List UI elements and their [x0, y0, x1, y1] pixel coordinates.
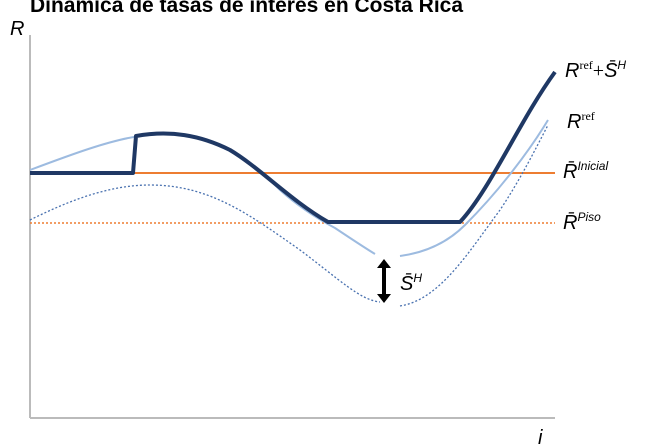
ref-curve-dotted: [399, 124, 549, 307]
title: Dinámica de tasas de interés en Costa Ri…: [30, 0, 463, 17]
label-floor: R̄Piso: [563, 210, 601, 234]
label-part: Piso: [577, 210, 601, 224]
spread-arrow-heads: [377, 259, 391, 303]
label-part: S̄: [604, 59, 618, 82]
label-part: R̄: [563, 211, 577, 234]
label-initial: R̄Inicial: [563, 159, 608, 183]
ref-plus-spread-thin: [399, 119, 549, 257]
label-part: R̄: [563, 160, 577, 183]
label-part: Inicial: [577, 159, 608, 173]
label-part: H: [413, 271, 422, 285]
label-part: +: [593, 60, 604, 82]
label-part: ref: [579, 58, 592, 72]
ref-plus-spread-thin: [29, 133, 376, 255]
label-part: ref: [581, 109, 594, 123]
label-ref-plus-spread: Rref+S̄H: [565, 58, 626, 82]
label-spread: S̄H: [400, 271, 422, 295]
x-axis-label: i: [538, 427, 543, 444]
y-axis-label: R: [10, 18, 24, 40]
policy-rate-curve: [30, 70, 557, 224]
ref-curve-dotted: [29, 184, 381, 303]
label-part: H: [617, 58, 626, 72]
label-part: S̄: [400, 272, 414, 295]
label-ref: Rref: [567, 109, 595, 133]
label-part: R: [565, 60, 579, 82]
label-part: R: [567, 111, 581, 133]
